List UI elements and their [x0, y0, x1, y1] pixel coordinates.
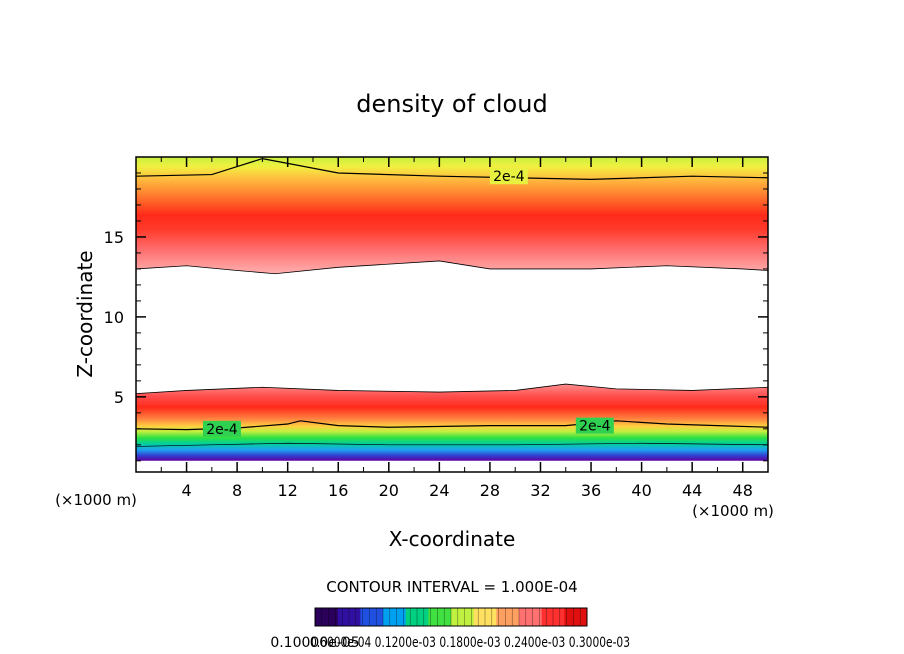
y-tick-label: 10 [104, 308, 124, 327]
plot-area: 2e-4 2e-4 2e-4 [136, 157, 768, 461]
contour-lower-base [136, 442, 768, 447]
x-tick-label: 48 [733, 481, 753, 500]
colorbar-swatch [519, 608, 543, 626]
y-axis: 5 10 15 [104, 172, 768, 462]
contour-interval-text: CONTOUR INTERVAL = 1.000E-04 [326, 578, 577, 596]
x-tick-label: 36 [581, 481, 601, 500]
y-axis-label: Z-coordinate [73, 250, 97, 377]
contour-label: 2e-4 [493, 169, 525, 185]
cloud-layer-lower [136, 384, 768, 461]
colorbar-swatch [451, 608, 475, 626]
contour-label-bg [575, 417, 614, 434]
contour-label-bg [202, 420, 241, 437]
cloud-layer-upper [136, 157, 768, 274]
y-tick-label: 5 [114, 388, 124, 407]
x-axis-label: X-coordinate [389, 527, 516, 551]
x-tick-label: 28 [480, 481, 500, 500]
colorbar-swatch [383, 608, 407, 626]
chart-title: density of cloud [356, 90, 547, 118]
x-tick-label: 8 [232, 481, 242, 500]
x-unit-right: (×1000 m) [692, 502, 774, 520]
x-unit-left: (×1000 m) [55, 491, 137, 509]
x-tick-label: 32 [530, 481, 550, 500]
contour-2e-4-top [136, 157, 768, 180]
x-tick-label: 20 [379, 481, 399, 500]
colorbar-tick-label-overlap: 0.6000e-04 0.1200e-03 0.1800e-03 0.2400e… [310, 635, 630, 651]
colorbar-swatch [360, 608, 384, 626]
x-tick-label: 44 [682, 481, 702, 500]
colorbar [314, 607, 588, 627]
x-axis: 4 8 12 16 20 24 28 32 36 40 44 48 [160, 157, 753, 500]
colorbar-swatch [564, 608, 588, 626]
contour-lower-edge [136, 383, 768, 395]
x-tick-label: 4 [181, 481, 191, 500]
plot-frame [135, 156, 769, 473]
colorbar-swatch [496, 608, 520, 626]
colorbar-swatch [428, 608, 452, 626]
contour-label: 2e-4 [206, 422, 238, 438]
contour-label: 2e-4 [579, 419, 611, 435]
colorbar-swatch [315, 608, 339, 626]
x-tick-label: 16 [328, 481, 348, 500]
x-tick-label: 12 [278, 481, 298, 500]
x-tick-label: 40 [631, 481, 651, 500]
contour-upper-edge [136, 260, 768, 275]
y-tick-label: 15 [104, 228, 124, 247]
x-tick-label: 24 [429, 481, 449, 500]
colorbar-tick-label: 0.10000e-05 [270, 635, 359, 651]
contour-label-bg [489, 168, 528, 185]
